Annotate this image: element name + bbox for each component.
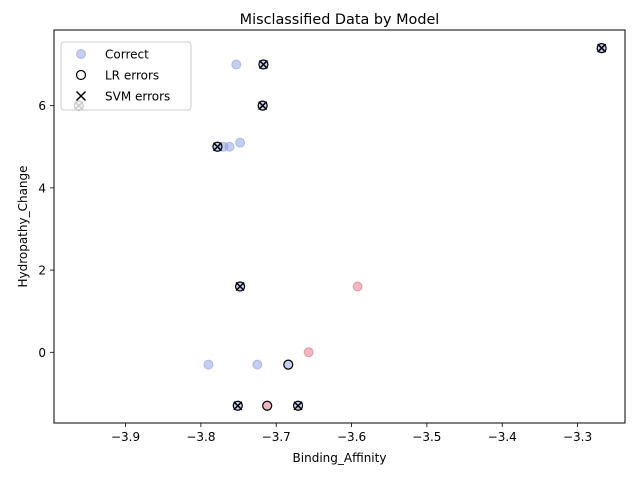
lr-error-marker xyxy=(212,141,223,152)
data-point xyxy=(224,141,235,152)
x-axis-ticks: −3.9 −3.8 −3.7 −3.6 −3.5 −3.4 −3.3 xyxy=(111,423,592,444)
lr-error-marker xyxy=(258,59,269,70)
data-point xyxy=(231,59,242,70)
y-tick-label: 0 xyxy=(38,346,46,360)
x-tick-label: −3.3 xyxy=(563,430,592,444)
svm-error-marker xyxy=(233,401,243,411)
data-point xyxy=(235,137,246,148)
svm-error-marker xyxy=(212,142,222,152)
lr-errors-layer xyxy=(73,42,607,411)
legend-marker-correct xyxy=(76,49,86,59)
lr-error-marker xyxy=(232,400,243,411)
plot-frame xyxy=(53,29,626,424)
y-tick-label: 2 xyxy=(38,264,46,278)
x-tick-label: −3.4 xyxy=(488,430,517,444)
legend-label-svm: SVM errors xyxy=(105,90,170,104)
legend-marker-svm xyxy=(75,90,87,102)
legend-frame xyxy=(60,41,192,111)
legend-label-lr: LR errors xyxy=(105,69,159,83)
chart-title: Misclassified Data by Model xyxy=(240,12,440,28)
legend-label-correct: Correct xyxy=(105,48,149,62)
lr-error-marker xyxy=(257,100,268,111)
x-tick-label: −3.6 xyxy=(337,430,366,444)
x-tick-label: −3.5 xyxy=(412,430,441,444)
data-point xyxy=(252,359,263,370)
y-tick-label: 4 xyxy=(38,181,46,195)
x-tick-label: −3.8 xyxy=(186,430,215,444)
y-axis-label: Hydropathy_Change xyxy=(16,165,30,287)
lr-error-marker xyxy=(283,359,294,370)
lr-error-marker xyxy=(292,400,304,411)
legend-marker-lr xyxy=(75,69,87,81)
lr-error-marker xyxy=(234,281,246,292)
y-axis-ticks: 0 2 4 6 xyxy=(38,99,54,360)
svm-error-marker xyxy=(258,60,268,70)
svm-error-marker xyxy=(597,43,607,53)
data-point xyxy=(303,347,314,358)
data-point xyxy=(352,281,363,292)
lr-error-marker xyxy=(596,42,607,54)
data-point xyxy=(203,359,214,370)
x-axis-label: Binding_Affinity xyxy=(293,451,387,465)
lr-error-marker xyxy=(262,400,273,411)
x-tick-label: −3.7 xyxy=(262,430,291,444)
x-tick-label: −3.9 xyxy=(111,430,140,444)
svm-error-marker xyxy=(293,401,303,411)
legend: Correct LR errors SVM errors xyxy=(60,41,192,111)
y-tick-label: 6 xyxy=(38,99,46,113)
svm-error-marker xyxy=(258,101,268,111)
svm-error-marker xyxy=(235,281,245,292)
